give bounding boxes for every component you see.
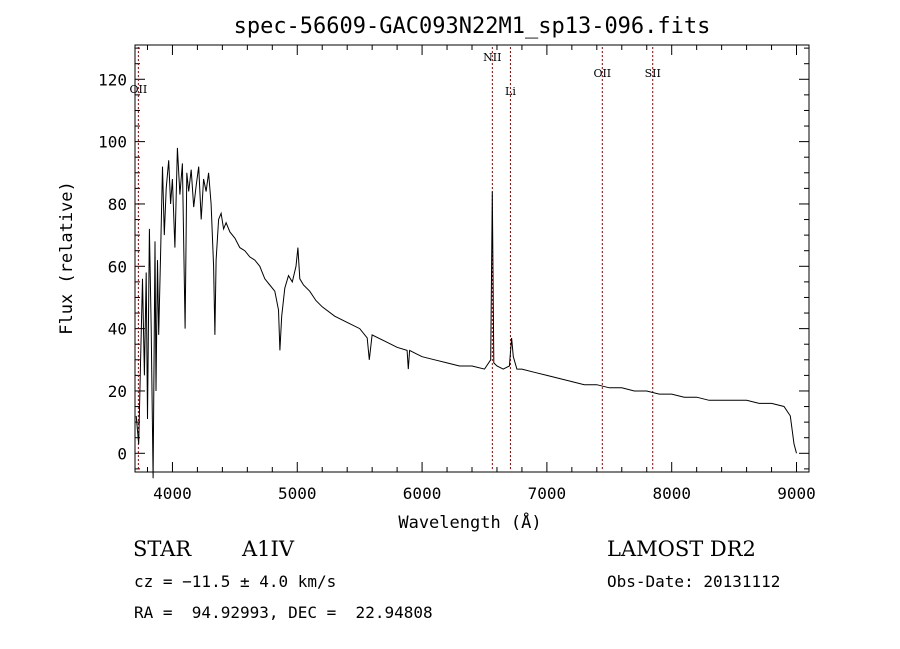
survey-name: LAMOST DR2 bbox=[607, 537, 756, 561]
line-marker-label: OII bbox=[130, 83, 148, 96]
x-tick-label: 5000 bbox=[278, 484, 317, 503]
coordinates: RA = 94.92993, DEC = 22.94808 bbox=[134, 603, 433, 622]
y-tick-label: 120 bbox=[98, 70, 127, 89]
object-subclass: A1IV bbox=[242, 537, 294, 561]
line-marker-label: NII bbox=[483, 51, 501, 64]
x-axis-label: Wavelength (Å) bbox=[398, 511, 541, 533]
axis-ticks bbox=[135, 45, 809, 472]
line-marker-label: SII bbox=[645, 67, 661, 80]
y-axis-label: Flux (relative) bbox=[57, 181, 77, 335]
spectrum-series-line bbox=[135, 147, 797, 479]
y-tick-label: 40 bbox=[108, 320, 127, 339]
plot-frame bbox=[134, 44, 810, 473]
x-tick-label: 8000 bbox=[652, 484, 691, 503]
object-type: STAR bbox=[133, 537, 192, 561]
y-tick-label: 60 bbox=[108, 257, 127, 276]
y-tick-labels: 0 20 40 60 80 100 120 bbox=[98, 70, 127, 463]
emission-line-markers: OII NII Li OII SII bbox=[130, 47, 661, 471]
y-tick-label: 100 bbox=[98, 133, 127, 152]
redshift-velocity: cz = −11.5 ± 4.0 km/s bbox=[134, 572, 337, 591]
line-marker-label: Li bbox=[505, 85, 516, 98]
x-tick-label: 4000 bbox=[153, 484, 192, 503]
line-marker-label: OII bbox=[593, 67, 611, 80]
chart-title: spec-56609-GAC093N22M1_sp13-096.fits bbox=[234, 14, 711, 39]
y-tick-label: 0 bbox=[117, 444, 127, 463]
y-tick-label: 20 bbox=[108, 382, 127, 401]
x-tick-label: 7000 bbox=[528, 484, 567, 503]
x-tick-label: 6000 bbox=[403, 484, 442, 503]
x-tick-label: 9000 bbox=[777, 484, 816, 503]
y-tick-label: 80 bbox=[108, 195, 127, 214]
observation-date: Obs-Date: 20131112 bbox=[607, 572, 781, 591]
x-tick-labels: 4000 5000 6000 7000 8000 9000 bbox=[153, 484, 816, 503]
